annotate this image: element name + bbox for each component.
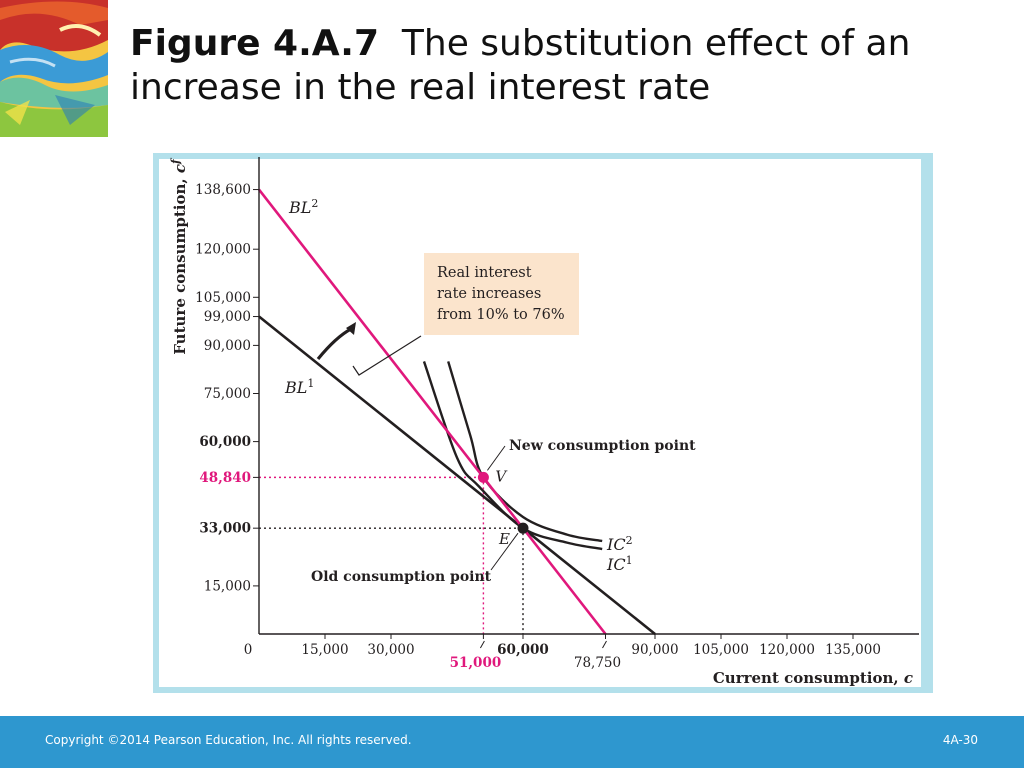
bl2-label: BL2: [288, 197, 318, 217]
chart: 15,000 33,000 48,840 60,000 75,000 90,000 99,0…: [159, 157, 921, 687]
x-tick-label: 15,000: [301, 642, 348, 658]
x-tick-label: 105,000: [693, 642, 749, 658]
y-tick-label: 33,000: [199, 521, 251, 537]
y-tick-label: 48,840: [199, 470, 251, 486]
copyright-text: Copyright ©2014 Pearson Education, Inc. …: [45, 733, 412, 747]
y-tick-label: 138,600: [195, 182, 251, 198]
x-tick-label: 51,000: [450, 655, 502, 671]
figure-number: Figure 4.A.7: [130, 23, 380, 64]
x-tick-leader: [602, 640, 607, 649]
x-axis-title: Current consumption, c: [713, 669, 913, 687]
y-tick-label: 105,000: [195, 290, 251, 306]
page-number: 4A-30: [942, 733, 978, 747]
old-point-leader: [490, 532, 519, 571]
x-tick-leader: [479, 640, 485, 649]
budget-line-2: [257, 188, 607, 635]
y-axis-title: Future consumption, cf: [169, 157, 189, 355]
point-v-label: V: [495, 467, 508, 485]
y-tick-label: 75,000: [204, 386, 251, 402]
y-tick-label: 90,000: [204, 338, 251, 354]
point-v: [477, 471, 489, 483]
callout-line: rate increases: [437, 286, 541, 302]
y-tick-label: 99,000: [204, 309, 251, 325]
x-tick-label: 0: [244, 642, 253, 658]
x-tick-label: 135,000: [825, 642, 881, 658]
x-tick-label: 78,750: [574, 655, 621, 671]
budget-line-1: [258, 315, 656, 636]
callout-line: from 10% to 76%: [437, 307, 565, 323]
x-tick-label: 90,000: [631, 642, 678, 658]
callout-box: [424, 253, 579, 335]
plot-background: [159, 159, 921, 687]
x-tick-label: 30,000: [367, 642, 414, 658]
x-tick-label: 120,000: [759, 642, 815, 658]
callout-line: Real interest: [437, 265, 532, 281]
y-tick-label: 15,000: [204, 578, 251, 594]
new-point-annotation: New consumption point: [509, 438, 696, 454]
chart-panel: 15,000 33,000 48,840 60,000 75,000 90,000 99,0…: [153, 153, 933, 693]
slide-title: Figure 4.A.7 The substitution effect of …: [130, 22, 1010, 110]
bl1-label: BL1: [284, 377, 314, 397]
decorative-painting: [0, 0, 108, 137]
new-point-leader: [486, 445, 506, 471]
y-tick-label: 120,000: [195, 242, 251, 258]
x-tick-label: 60,000: [497, 642, 549, 658]
old-point-annotation: Old consumption point: [311, 569, 492, 585]
rotation-arrow: [316, 327, 352, 361]
point-e: [517, 522, 529, 534]
rotation-arrow-head: [346, 322, 356, 335]
y-tick-label: 60,000: [199, 434, 251, 450]
footer-bar: Copyright ©2014 Pearson Education, Inc. …: [0, 716, 1024, 768]
figure-caption: The substitution effect of an increase i…: [130, 23, 911, 108]
callout-leader: [352, 335, 422, 376]
point-e-label: E: [498, 530, 510, 548]
